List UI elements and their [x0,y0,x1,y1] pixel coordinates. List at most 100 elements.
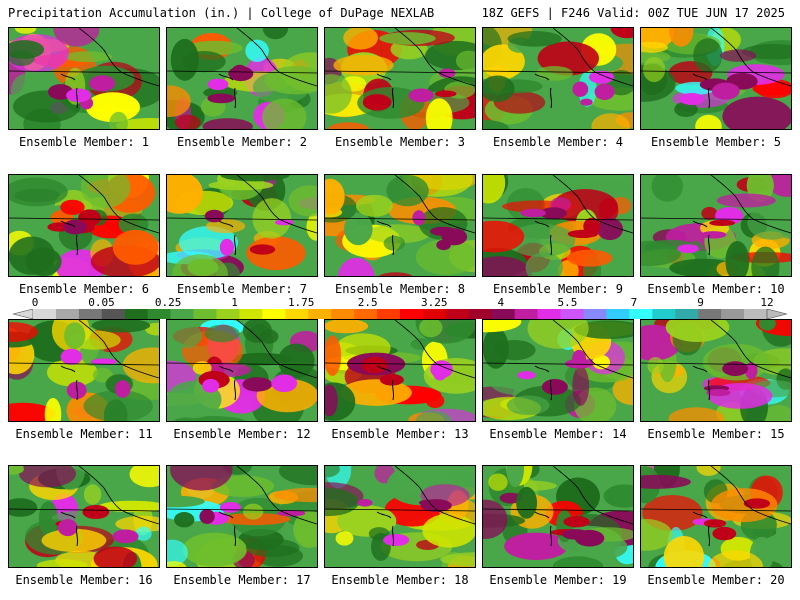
state-boundary [483,508,633,512]
state-boundary [641,362,791,366]
river [534,220,553,256]
colorbar-tick-label: 2.5 [357,296,378,309]
colorbar-swatch [491,309,515,319]
colorbar-swatch [744,309,768,319]
precip-field [325,466,475,567]
precip-field [483,466,633,567]
colorbar-swatch [652,309,676,319]
member-label: Ensemble Member: 6 [18,282,150,296]
colorbar-swatch [101,309,126,319]
colorbar-swatch [170,309,194,319]
run-info: 18Z GEFS | F246 Valid: 00Z TUE JUN 17 20… [481,6,785,20]
state-boundary [325,217,475,221]
precip-field [483,175,633,276]
colorbar-swatch [33,309,57,319]
ensemble-panel [482,319,634,422]
river [60,220,79,256]
member-label: Ensemble Member: 16 [15,573,153,587]
member-label: Ensemble Member: 8 [334,282,466,296]
colorbar [13,309,787,319]
coastline [710,175,791,234]
state-boundary [9,508,159,512]
state-boundary [325,70,475,74]
river [534,511,553,547]
colorbar-tick-label: 0.05 [88,296,115,309]
colorbar-swatch [721,309,745,319]
colorbar-swatch [377,309,401,319]
coastline [236,175,317,234]
coastline [394,466,475,525]
member-label: Ensemble Member: 13 [331,427,469,441]
precip-field [325,320,475,421]
member-label: Ensemble Member: 14 [489,427,627,441]
river [534,73,553,109]
state-boundary [9,70,159,74]
ensemble-panel [324,465,476,568]
colorbar-tick-label: 9 [697,296,704,309]
river [376,365,395,401]
ensemble-panel [482,27,634,130]
member-label: Ensemble Member: 1 [18,135,150,149]
colorbar-swatch [583,309,607,319]
colorbar-swatch [537,309,561,319]
ensemble-panel [324,27,476,130]
state-boundary [641,70,791,74]
river [60,73,79,109]
river [376,73,395,109]
ensemble-panel [166,465,318,568]
river [218,365,237,401]
colorbar-swatch [629,309,653,319]
colorbar-swatch [239,309,263,319]
precip-field [167,466,317,567]
precip-field [641,28,791,129]
ensemble-panel [8,174,160,277]
member-label: Ensemble Member: 2 [176,135,308,149]
precip-field [9,466,159,567]
colorbar-swatch [262,309,286,319]
coastline [394,28,475,87]
coastline [710,28,791,87]
coastline [710,320,791,379]
ensemble-panel [8,319,160,422]
precip-field [483,320,633,421]
colorbar-tick-label: 4 [497,296,505,309]
colorbar-tick-label: 7 [630,296,638,309]
colorbar-swatch [698,309,722,319]
member-label: Ensemble Member: 10 [647,282,785,296]
colorbar-tick-label: 3.25 [421,296,448,309]
coastline [552,466,633,525]
colorbar-tick-label: 0.25 [154,296,182,309]
colorbar-swatch [78,309,103,319]
colorbar-swatch [124,309,148,319]
colorbar-swatch [400,309,424,319]
colorbar-swatch [468,309,493,319]
state-boundary [9,362,159,366]
member-label: Ensemble Member: 5 [650,135,782,149]
coastline [394,175,475,234]
precip-field [9,28,159,129]
colorbar-swatch [422,309,447,319]
state-boundary [9,217,159,221]
ensemble-panel [640,465,792,568]
precip-field [641,320,791,421]
colorbar-max-arrow [766,309,787,319]
coastline [78,320,159,379]
colorbar-swatch [606,309,630,319]
ensemble-panel [640,27,792,130]
colorbar-swatch [445,309,470,319]
member-label: Ensemble Member: 11 [15,427,153,441]
ensemble-panel [166,174,318,277]
ensemble-panel [482,174,634,277]
state-boundary [483,362,633,366]
ensemble-panel [8,27,160,130]
ensemble-panel [166,27,318,130]
colorbar-swatch [560,309,584,319]
precip-field [9,320,159,421]
colorbar-swatch [193,309,217,319]
river [60,511,79,547]
colorbar-swatch [331,309,355,319]
ensemble-panel [324,319,476,422]
state-boundary [483,70,633,74]
member-label: Ensemble Member: 15 [647,427,785,441]
river [692,73,711,109]
